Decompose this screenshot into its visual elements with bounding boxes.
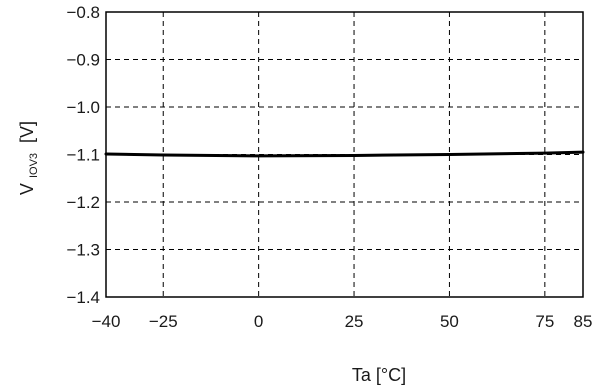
x-tick-label: 0	[254, 312, 263, 331]
y-tick-label: −0.8	[66, 3, 100, 22]
y-axis-label-symbol: V	[17, 183, 37, 195]
series-layer	[104, 150, 585, 158]
y-tick-label: −1.1	[66, 146, 100, 165]
x-axis-label: Ta [°C]	[352, 365, 406, 385]
plot-frame	[105, 11, 584, 298]
y-axis-label: V IOV3 [V]	[17, 121, 41, 195]
y-tick-label: −1.0	[66, 98, 100, 117]
x-tick-label: 50	[440, 312, 459, 331]
x-tick-label: 75	[535, 312, 554, 331]
y-tick-label: −1.2	[66, 193, 100, 212]
x-tick-label: 25	[345, 312, 364, 331]
y-tick-label: −0.9	[66, 51, 100, 70]
x-tick-label: 85	[574, 312, 593, 331]
series-line	[104, 150, 585, 158]
y-axis-label-subscript: IOV3	[28, 153, 40, 178]
y-tick-label: −1.3	[66, 241, 100, 260]
y-axis-label-unit: [V]	[17, 121, 37, 143]
x-tick-label: −40	[92, 312, 121, 331]
y-tick-labels: −0.8 −0.9 −1.0 −1.1 −1.2 −1.3 −1.4	[66, 3, 100, 307]
x-tick-labels: −40 −25 0 25 50 75 85	[92, 312, 593, 331]
x-tick-label: −25	[149, 312, 178, 331]
y-tick-label: −1.4	[66, 288, 100, 307]
